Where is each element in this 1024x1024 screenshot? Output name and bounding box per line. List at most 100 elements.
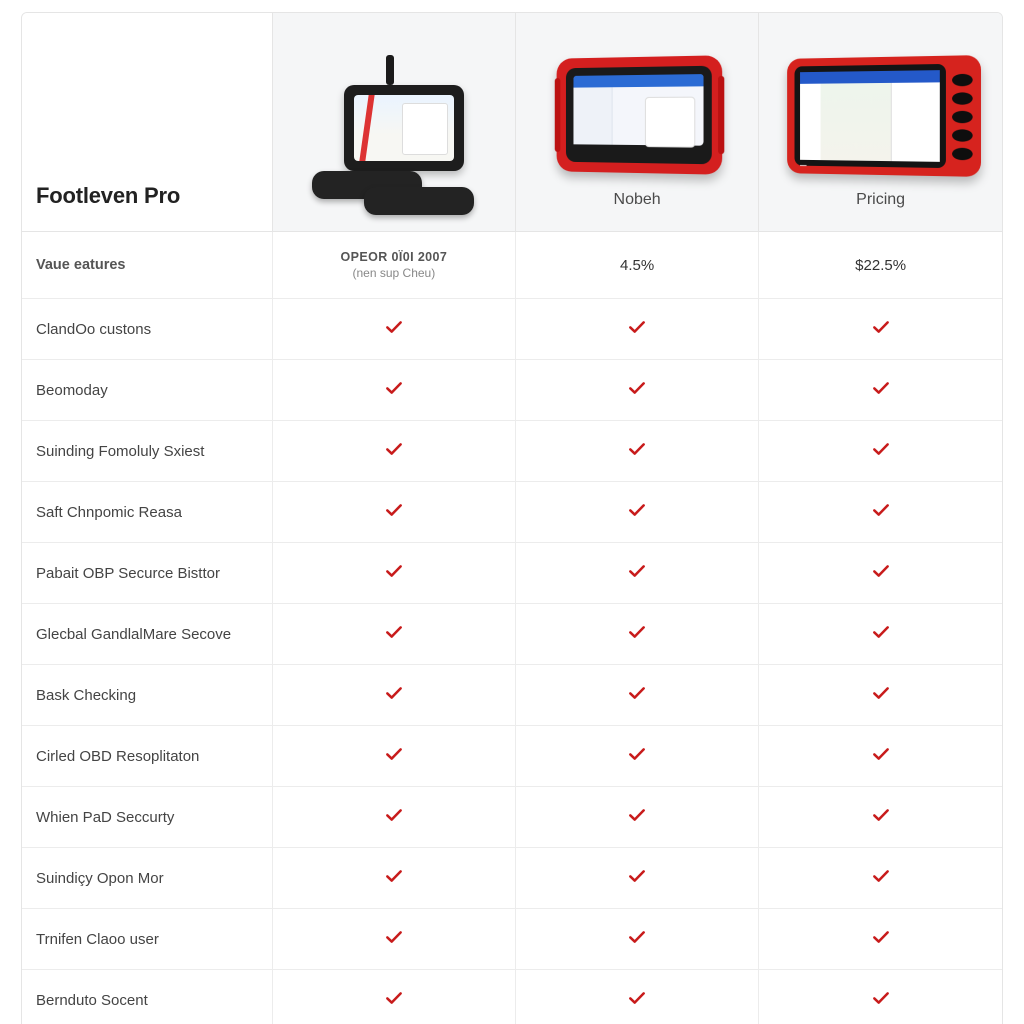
check-icon [871,873,891,890]
product-illustration-2 [530,31,744,181]
model-code: ОРЕОR 0Ї0I 2007 [287,250,501,264]
feature-cell [759,421,1002,482]
feature-cell [515,604,758,665]
check-icon [871,690,891,707]
check-icon [384,629,404,646]
check-icon [627,873,647,890]
feature-cell [759,848,1002,909]
feature-cell [759,482,1002,543]
feature-cell [515,970,758,1024]
feature-label: Suindiçy Opon Mor [22,848,272,909]
check-icon [871,568,891,585]
subheader-cell: ОРЕОR 0Ї0I 2007 (nen sup Cheu) [272,232,515,299]
table-row: Whien PaD Seccurty [22,787,1002,848]
feature-label: Saft Chnpomic Reasa [22,482,272,543]
table-row: Beomoday [22,360,1002,421]
table: Footleven Pro [22,13,1002,1024]
header-brand-cell: Footleven Pro [22,13,272,232]
feature-label: Bask Checking [22,665,272,726]
feature-label: Whien PaD Seccurty [22,787,272,848]
feature-cell [515,543,758,604]
table-row: Glecbal GandlalMare Secove [22,604,1002,665]
feature-cell [759,543,1002,604]
check-icon [871,385,891,402]
feature-cell [759,970,1002,1024]
check-icon [627,690,647,707]
table-row: Suindiçy Opon Mor [22,848,1002,909]
table-row: Saft Chnpomic Reasa [22,482,1002,543]
check-icon [384,446,404,463]
subheader-cell: $22.5% [759,232,1002,299]
table-body: Vaue eatures ОРЕОR 0Ї0I 2007 (nen sup Ch… [22,232,1002,1024]
subheader-cell: 4.5% [515,232,758,299]
feature-label: Bernduto Soсent [22,970,272,1024]
check-icon [384,385,404,402]
check-icon [871,629,891,646]
check-icon [384,934,404,951]
table-row: Suinding Fomoluly Sxiest [22,421,1002,482]
check-icon [627,812,647,829]
feature-cell [515,482,758,543]
table-row: Pabait OBP Securce Bisttor [22,543,1002,604]
check-icon [384,812,404,829]
feature-cell [759,787,1002,848]
feature-cell [759,665,1002,726]
feature-cell [272,360,515,421]
feature-label: Glecbal GandlalMare Secove [22,604,272,665]
check-icon [871,324,891,341]
feature-cell [759,299,1002,360]
check-icon [384,751,404,768]
feature-cell [515,299,758,360]
check-icon [871,934,891,951]
check-icon [871,812,891,829]
check-icon [627,995,647,1012]
feature-cell [272,421,515,482]
feature-cell [515,787,758,848]
feature-cell [272,909,515,970]
header-col-2: Nobeh [515,13,758,232]
feature-cell [515,665,758,726]
table-row: Trnifen Claoo user [22,909,1002,970]
feature-cell [759,604,1002,665]
column-name: Nobeh [530,191,744,209]
feature-cell [272,299,515,360]
subheader-label: Vaue eatures [22,232,272,299]
feature-cell [515,726,758,787]
feature-cell [272,726,515,787]
check-icon [627,934,647,951]
feature-label: Pabait OBP Securce Bisttor [22,543,272,604]
page-title: Footleven Pro [36,183,258,209]
check-icon [871,751,891,768]
product-illustration-3: — [773,31,988,181]
check-icon [627,446,647,463]
feature-cell [515,848,758,909]
feature-cell [272,970,515,1024]
check-icon [627,324,647,341]
check-icon [384,507,404,524]
table-row: Bernduto Soсent [22,970,1002,1024]
feature-cell [272,543,515,604]
table-row: Cirled OBD Resoplitaton [22,726,1002,787]
feature-cell [272,787,515,848]
feature-cell [272,482,515,543]
check-icon [627,751,647,768]
header-col-3: — Pricing [759,13,1002,232]
comparison-table: Footleven Pro [21,12,1003,1024]
feature-label: Cirled OBD Resoplitaton [22,726,272,787]
check-icon [871,446,891,463]
feature-cell [515,360,758,421]
check-icon [384,324,404,341]
model-subtext: (nen sup Cheu) [287,266,501,280]
check-icon [627,507,647,524]
column-name: Pricing [773,191,988,209]
table-row: ClandОо custons [22,299,1002,360]
check-icon [627,568,647,585]
table-header-row: Footleven Pro [22,13,1002,232]
check-icon [384,873,404,890]
check-icon [384,690,404,707]
feature-label: Trnifen Claoo user [22,909,272,970]
feature-cell [272,604,515,665]
subheader-row: Vaue eatures ОРЕОR 0Ї0I 2007 (nen sup Ch… [22,232,1002,299]
table-row: Bask Checking [22,665,1002,726]
check-icon [871,507,891,524]
